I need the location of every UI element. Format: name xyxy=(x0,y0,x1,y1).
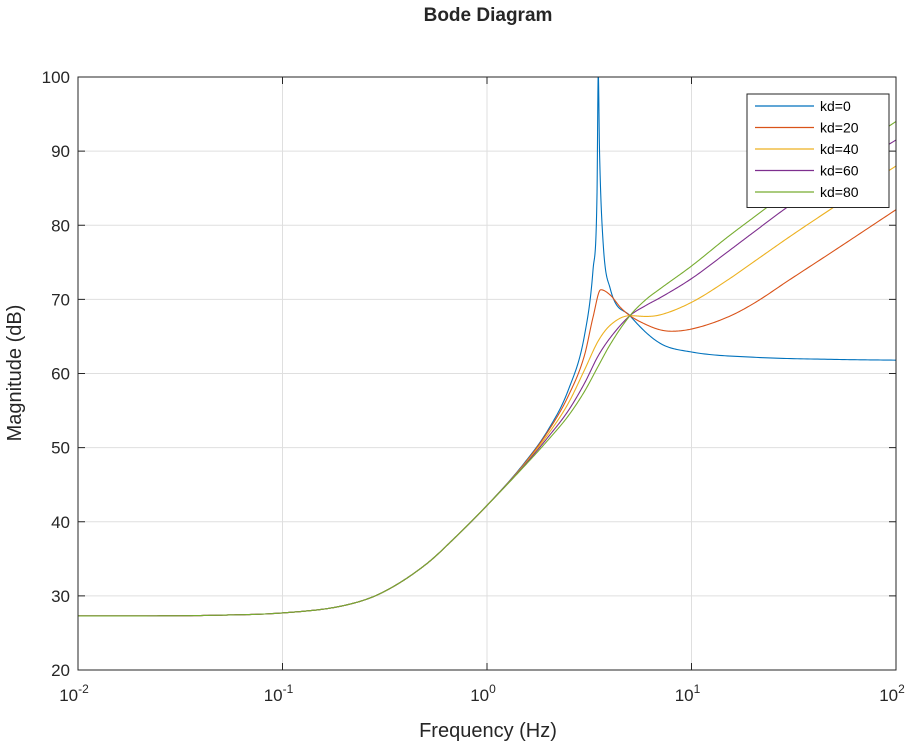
series-group xyxy=(78,77,896,617)
legend-entry-label: kd=80 xyxy=(820,184,859,200)
legend-entry-label: kd=0 xyxy=(820,98,851,114)
y-tick-label: 20 xyxy=(51,661,70,680)
x-tick-label: 10-2 xyxy=(59,682,89,705)
legend: kd=0 kd=20 kd=40 kd=60 kd=80 xyxy=(746,93,890,208)
legend-entry-label: kd=20 xyxy=(820,120,859,136)
chart-title: Bode Diagram xyxy=(424,5,553,26)
legend-box xyxy=(746,93,890,208)
x-tick-label: 101 xyxy=(675,682,701,705)
y-tick-label: 90 xyxy=(51,142,70,161)
series-line-4 xyxy=(78,121,896,617)
y-tick-label: 50 xyxy=(51,439,70,458)
x-tick-labels: 10-2 10-1 100 101 102 xyxy=(59,682,905,705)
y-tick-label: 30 xyxy=(51,587,70,606)
x-tick-label: 100 xyxy=(470,682,496,705)
y-tick-labels: 20 30 40 50 60 70 80 90 100 xyxy=(42,68,70,680)
legend-entry-label: kd=40 xyxy=(820,141,859,157)
y-tick-label: 60 xyxy=(51,365,70,384)
x-tick-label: 102 xyxy=(879,682,905,705)
y-axis-label: Magnitude (dB) xyxy=(4,305,26,442)
y-tick-label: 100 xyxy=(42,68,70,87)
y-tick-label: 80 xyxy=(51,216,70,235)
y-tick-label: 70 xyxy=(51,290,70,309)
x-axis-label: Frequency (Hz) xyxy=(419,720,557,742)
x-tick-label: 10-1 xyxy=(264,682,294,705)
ticks xyxy=(77,76,897,671)
y-tick-label: 40 xyxy=(51,513,70,532)
legend-entry-label: kd=60 xyxy=(820,163,859,179)
